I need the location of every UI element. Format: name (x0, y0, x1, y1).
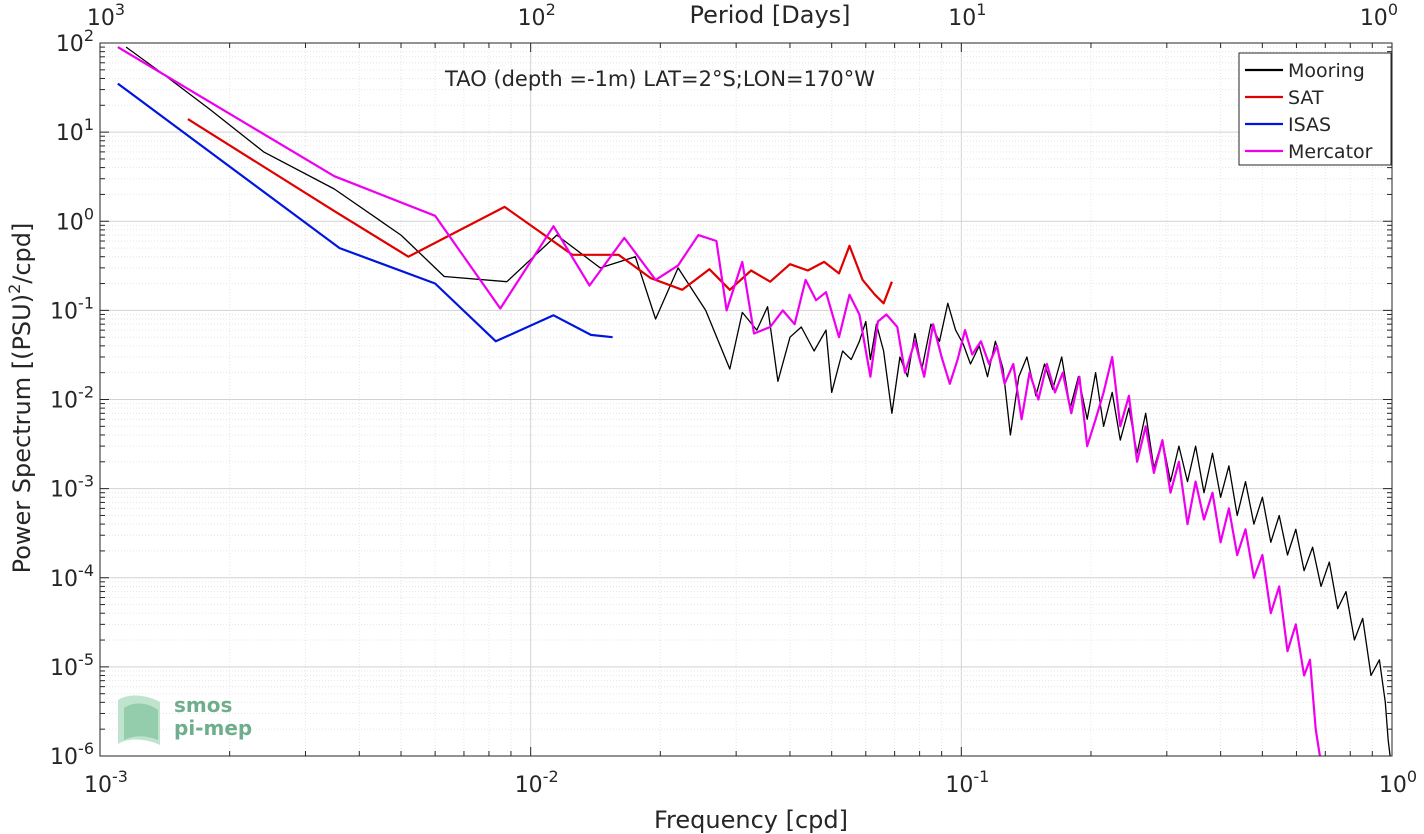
tick-label-base: 10 (56, 32, 84, 57)
x-tick-label: 10-1 (945, 767, 989, 798)
tick-label-base: 10 (50, 299, 78, 324)
legend-label-mooring: Mooring (1288, 60, 1365, 82)
y-tick-label: 10-3 (50, 472, 94, 503)
tick-label-base: 10 (50, 389, 78, 414)
y-tick-label: 101 (56, 115, 94, 146)
y-tick-label: 10-4 (50, 561, 94, 592)
chart-annotation: TAO (depth =-1m) LAT=2°S;LON=170°W (444, 67, 875, 91)
series-line-isas (117, 82, 613, 343)
x-tick-label: 100 (1379, 767, 1417, 798)
y-tick-label: 10-6 (50, 739, 94, 770)
series-line-mooring (125, 46, 1391, 756)
x-tick-label: 10-2 (515, 767, 559, 798)
top-tick-label: 101 (948, 0, 986, 31)
tick-label-exponent: -5 (78, 650, 94, 669)
tick-label-base: 10 (50, 478, 78, 503)
tick-label-exponent: -3 (78, 472, 94, 491)
logo-wave-shape-2 (124, 703, 158, 740)
top-tick-label: 102 (518, 0, 556, 31)
top-tick-label: 103 (87, 0, 125, 31)
tick-label-exponent: 0 (84, 204, 94, 223)
legend-label-sat: SAT (1288, 87, 1324, 109)
tick-label-exponent: 0 (1407, 767, 1417, 786)
tick-label-base: 10 (1379, 773, 1407, 798)
tick-label-base: 10 (948, 6, 976, 31)
legend-label-mercator: Mercator (1288, 141, 1373, 163)
tick-label-exponent: 1 (976, 0, 986, 19)
top-tick-label: 100 (1360, 0, 1398, 31)
grid-lines (99, 43, 1392, 757)
tick-label-base: 10 (1360, 6, 1388, 31)
tick-label-base: 10 (945, 773, 973, 798)
series-line-sat (187, 118, 893, 305)
tick-label-exponent: -2 (78, 383, 94, 402)
x-tick-label: 10-3 (84, 767, 128, 798)
y-tick-label: 100 (56, 204, 94, 235)
tick-label-base: 10 (84, 773, 112, 798)
smos-pi-mep-logo: smos pi-mep (118, 693, 252, 745)
tick-label-exponent: 2 (546, 0, 556, 19)
y-axis-title: Power Spectrum [(PSU)2/cpd] (5, 223, 36, 574)
y-axis-title-superscript: 2 (5, 284, 24, 294)
tick-label-exponent: -1 (78, 293, 94, 312)
tick-label-exponent: -6 (78, 739, 94, 758)
y-tick-label: 10-2 (50, 383, 94, 414)
logo-text-line1: smos (174, 693, 232, 717)
y-axis-title-unit: /cpd] (8, 223, 36, 284)
tick-label-base: 10 (518, 6, 546, 31)
tick-label-base: 10 (50, 567, 78, 592)
y-axis-title-main: Power Spectrum [(PSU) (8, 294, 36, 573)
series-line-mercator (117, 46, 1321, 756)
y-tick-label: 10-1 (50, 293, 94, 324)
tick-label-base: 10 (56, 121, 84, 146)
series-lines (117, 46, 1391, 756)
tick-label-exponent: -4 (78, 561, 94, 580)
tick-label-exponent: -3 (112, 767, 128, 786)
tick-label-exponent: -2 (543, 767, 559, 786)
tick-label-exponent: 2 (84, 26, 94, 45)
tick-label-exponent: 3 (115, 0, 125, 19)
tick-label-base: 10 (515, 773, 543, 798)
tick-label-exponent: 0 (1388, 0, 1398, 19)
top-axis-title: Period [Days] (689, 1, 850, 29)
tick-label-base: 10 (50, 745, 78, 770)
tick-label-exponent: 1 (84, 115, 94, 134)
legend: Mooring SAT ISAS Mercator (1238, 52, 1392, 166)
tick-label-base: 10 (50, 656, 78, 681)
tick-label-exponent: -1 (973, 767, 989, 786)
tick-label-base: 10 (87, 6, 115, 31)
legend-label-isas: ISAS (1288, 114, 1331, 136)
legend-box (1238, 52, 1392, 166)
y-tick-label: 10-5 (50, 650, 94, 681)
x-axis-title: Frequency [cpd] (654, 806, 848, 834)
y-tick-label: 102 (56, 26, 94, 57)
tick-label-base: 10 (56, 210, 84, 235)
logo-text-line2: pi-mep (174, 716, 252, 740)
